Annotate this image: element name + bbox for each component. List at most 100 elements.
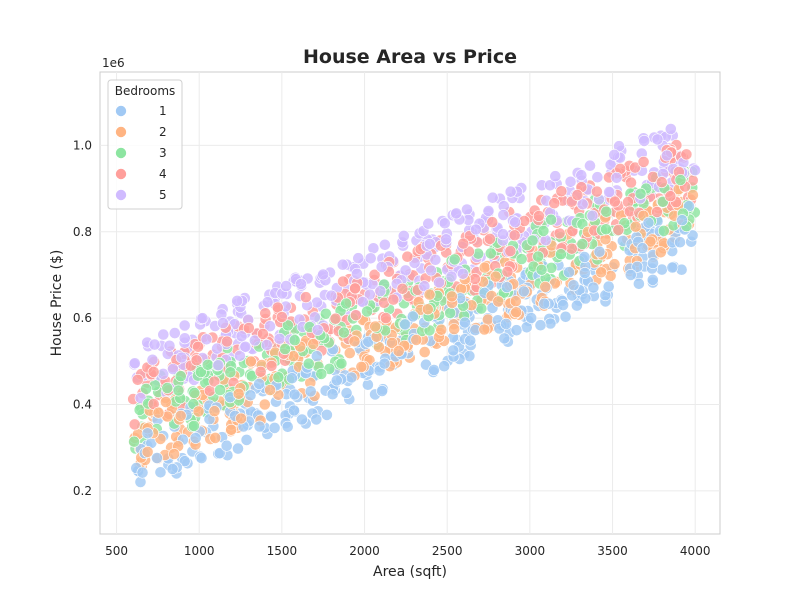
data-point-bedrooms-2 (392, 345, 405, 357)
data-point-bedrooms-1 (463, 350, 476, 362)
data-point-bedrooms-5 (167, 363, 179, 375)
data-point-bedrooms-4 (637, 155, 650, 168)
data-point-bedrooms-5 (423, 237, 436, 250)
data-point-bedrooms-2 (644, 235, 657, 248)
data-point-bedrooms-1 (602, 280, 615, 293)
data-point-bedrooms-5 (367, 242, 380, 255)
data-point-bedrooms-2 (225, 423, 238, 436)
data-point-bedrooms-3 (600, 205, 613, 218)
data-point-bedrooms-5 (196, 312, 209, 325)
legend-marker (115, 189, 127, 201)
data-point-bedrooms-4 (299, 291, 312, 304)
data-point-bedrooms-3 (272, 371, 285, 384)
data-point-bedrooms-5 (564, 175, 577, 188)
data-point-bedrooms-3 (187, 419, 200, 432)
data-point-bedrooms-5 (175, 351, 188, 364)
y-tick-label: 0.6 (73, 311, 92, 325)
data-point-bedrooms-1 (587, 281, 600, 294)
data-point-bedrooms-5 (470, 223, 482, 236)
data-point-bedrooms-5 (239, 340, 252, 353)
data-point-bedrooms-5 (261, 296, 274, 309)
x-tick-label: 2500 (432, 544, 463, 558)
data-point-bedrooms-4 (501, 265, 514, 278)
data-point-bedrooms-5 (418, 280, 431, 293)
data-point-bedrooms-3 (448, 253, 461, 266)
data-point-bedrooms-2 (448, 323, 461, 335)
data-point-bedrooms-1 (544, 317, 557, 330)
data-point-bedrooms-1 (330, 374, 343, 387)
data-point-bedrooms-3 (340, 297, 353, 310)
data-point-bedrooms-4 (571, 189, 584, 201)
x-tick-label: 2000 (349, 544, 380, 558)
data-point-bedrooms-5 (689, 164, 701, 177)
data-point-bedrooms-2 (687, 189, 699, 201)
data-point-bedrooms-5 (317, 268, 330, 281)
data-point-bedrooms-1 (326, 388, 339, 401)
data-point-bedrooms-1 (220, 439, 233, 452)
data-point-bedrooms-5 (363, 288, 376, 301)
data-point-bedrooms-1 (151, 452, 163, 464)
data-point-bedrooms-4 (651, 206, 663, 218)
data-point-bedrooms-5 (445, 270, 458, 283)
x-tick-label: 500 (105, 544, 128, 558)
x-tick-label: 1000 (184, 544, 215, 558)
data-point-bedrooms-1 (320, 408, 333, 421)
data-point-bedrooms-3 (532, 250, 545, 263)
data-point-bedrooms-5 (584, 159, 596, 172)
data-point-bedrooms-2 (386, 336, 398, 349)
chart-title: House Area vs Price (303, 46, 517, 68)
data-point-bedrooms-2 (168, 448, 180, 460)
data-point-bedrooms-5 (374, 285, 387, 297)
data-point-bedrooms-5 (422, 217, 435, 230)
data-point-bedrooms-2 (478, 261, 491, 274)
data-point-bedrooms-1 (361, 378, 374, 391)
y-tick-label: 0.8 (73, 225, 92, 239)
data-point-bedrooms-2 (445, 290, 458, 303)
data-point-bedrooms-1 (154, 466, 167, 479)
data-point-bedrooms-5 (212, 359, 225, 372)
data-point-bedrooms-1 (345, 371, 358, 384)
legend-label: 5 (159, 188, 167, 202)
data-point-bedrooms-4 (256, 327, 269, 340)
data-point-bedrooms-2 (258, 398, 271, 411)
data-point-bedrooms-1 (464, 334, 477, 347)
data-point-bedrooms-5 (440, 233, 452, 246)
data-point-bedrooms-5 (200, 333, 213, 346)
y-tick-label: 0.4 (73, 397, 92, 411)
data-point-bedrooms-5 (178, 332, 191, 345)
data-point-bedrooms-1 (378, 357, 391, 370)
data-point-bedrooms-5 (549, 170, 562, 183)
data-point-bedrooms-5 (610, 171, 623, 184)
data-point-bedrooms-2 (141, 445, 154, 458)
data-point-bedrooms-1 (674, 236, 686, 249)
data-point-bedrooms-3 (302, 357, 315, 370)
data-point-bedrooms-5 (375, 260, 388, 273)
data-point-bedrooms-4 (612, 223, 625, 236)
data-point-bedrooms-3 (537, 224, 550, 237)
data-point-bedrooms-5 (168, 327, 181, 339)
data-point-bedrooms-1 (567, 279, 580, 292)
data-point-bedrooms-4 (655, 176, 668, 189)
data-point-bedrooms-1 (571, 299, 583, 312)
data-point-bedrooms-4 (379, 312, 392, 324)
data-point-bedrooms-5 (509, 216, 522, 229)
data-point-bedrooms-4 (483, 232, 496, 245)
data-point-bedrooms-1 (265, 410, 277, 423)
data-point-bedrooms-5 (157, 367, 170, 380)
legend-title: Bedrooms (115, 84, 176, 98)
data-point-bedrooms-2 (208, 405, 221, 418)
data-point-bedrooms-5 (575, 169, 588, 182)
data-point-bedrooms-2 (307, 338, 320, 350)
data-point-bedrooms-3 (174, 370, 187, 383)
data-point-bedrooms-5 (148, 338, 161, 351)
data-point-bedrooms-4 (504, 245, 517, 257)
data-point-bedrooms-2 (232, 387, 245, 400)
data-point-bedrooms-3 (188, 386, 201, 399)
data-point-bedrooms-4 (533, 210, 545, 222)
data-point-bedrooms-1 (288, 404, 300, 417)
data-point-bedrooms-5 (608, 148, 621, 161)
data-point-bedrooms-1 (240, 433, 253, 446)
x-tick-label: 4000 (680, 544, 711, 558)
legend-label: 4 (159, 167, 167, 181)
data-point-bedrooms-1 (281, 420, 294, 433)
